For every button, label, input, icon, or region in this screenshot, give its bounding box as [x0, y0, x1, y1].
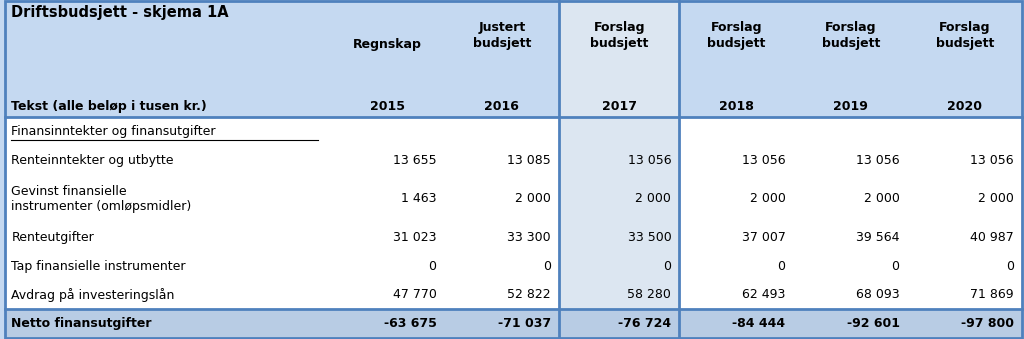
Text: -97 800: -97 800	[961, 317, 1014, 331]
Text: 2019: 2019	[834, 100, 868, 113]
Bar	[5, 310, 1022, 338]
Bar	[5, 252, 1022, 280]
Bar	[5, 280, 1022, 310]
Text: 52 822: 52 822	[507, 288, 551, 301]
Text: 2 000: 2 000	[863, 192, 900, 205]
Text: 2020: 2020	[947, 100, 982, 113]
Text: 2 000: 2 000	[635, 192, 672, 205]
Text: -76 724: -76 724	[618, 317, 672, 331]
Text: 2018: 2018	[719, 100, 754, 113]
Text: Netto finansutgifter: Netto finansutgifter	[11, 317, 152, 331]
Text: -63 675: -63 675	[384, 317, 436, 331]
Text: Renteinntekter og utbytte: Renteinntekter og utbytte	[11, 154, 174, 167]
Text: 58 280: 58 280	[628, 288, 672, 301]
Text: 13 056: 13 056	[970, 154, 1014, 167]
Text: -71 037: -71 037	[498, 317, 551, 331]
Text: 47 770: 47 770	[392, 288, 436, 301]
Text: 0: 0	[428, 260, 436, 273]
Text: 2015: 2015	[370, 100, 406, 113]
Bar	[5, 146, 1022, 175]
Text: 0: 0	[892, 260, 900, 273]
Text: Forslag
budsjett: Forslag budsjett	[821, 21, 880, 50]
Text: -92 601: -92 601	[847, 317, 900, 331]
Text: Driftsbudsjett - skjema 1A: Driftsbudsjett - skjema 1A	[11, 5, 229, 20]
Text: 71 869: 71 869	[970, 288, 1014, 301]
Text: Renteutgifter: Renteutgifter	[11, 231, 94, 244]
Text: 2017: 2017	[602, 100, 637, 113]
Text: 37 007: 37 007	[741, 231, 785, 244]
Text: 62 493: 62 493	[742, 288, 785, 301]
Bar	[5, 117, 1022, 146]
Text: 2016: 2016	[484, 100, 519, 113]
Text: 2 000: 2 000	[750, 192, 785, 205]
Text: 33 500: 33 500	[628, 231, 672, 244]
Text: Finansinntekter og finansutgifter: Finansinntekter og finansutgifter	[11, 125, 216, 138]
Bar	[559, 146, 680, 175]
Text: Forslag
budsjett: Forslag budsjett	[708, 21, 766, 50]
Bar	[559, 252, 680, 280]
Text: 40 987: 40 987	[970, 231, 1014, 244]
Text: 0: 0	[664, 260, 672, 273]
Bar	[5, 1, 1022, 117]
Text: 0: 0	[777, 260, 785, 273]
Text: Justert
budsjett: Justert budsjett	[473, 21, 531, 50]
Text: 2 000: 2 000	[515, 192, 551, 205]
Text: 13 655: 13 655	[393, 154, 436, 167]
Text: 31 023: 31 023	[393, 231, 436, 244]
Text: 0: 0	[1006, 260, 1014, 273]
Text: Forslag
budsjett: Forslag budsjett	[936, 21, 994, 50]
Text: 39 564: 39 564	[856, 231, 900, 244]
Text: Tekst (alle beløp i tusen kr.): Tekst (alle beløp i tusen kr.)	[11, 100, 207, 113]
Text: 13 056: 13 056	[628, 154, 672, 167]
Text: 13 056: 13 056	[741, 154, 785, 167]
Bar	[559, 280, 680, 310]
Text: 68 093: 68 093	[856, 288, 900, 301]
Text: -84 444: -84 444	[732, 317, 785, 331]
Bar	[5, 175, 1022, 223]
Bar	[559, 1, 680, 117]
Text: Regnskap: Regnskap	[353, 38, 422, 52]
Text: 1 463: 1 463	[401, 192, 436, 205]
Bar	[559, 175, 680, 223]
Bar	[559, 223, 680, 252]
Text: 13 085: 13 085	[507, 154, 551, 167]
Text: Avdrag på investeringslån: Avdrag på investeringslån	[11, 288, 175, 302]
Text: Gevinst finansielle
instrumenter (omløpsmidler): Gevinst finansielle instrumenter (omløps…	[11, 185, 191, 213]
Text: Tap finansielle instrumenter: Tap finansielle instrumenter	[11, 260, 185, 273]
Text: Forslag
budsjett: Forslag budsjett	[590, 21, 648, 50]
Bar	[559, 117, 680, 146]
Bar	[5, 223, 1022, 252]
Text: 0: 0	[543, 260, 551, 273]
Text: 33 300: 33 300	[507, 231, 551, 244]
Text: 13 056: 13 056	[856, 154, 900, 167]
Text: 2 000: 2 000	[978, 192, 1014, 205]
